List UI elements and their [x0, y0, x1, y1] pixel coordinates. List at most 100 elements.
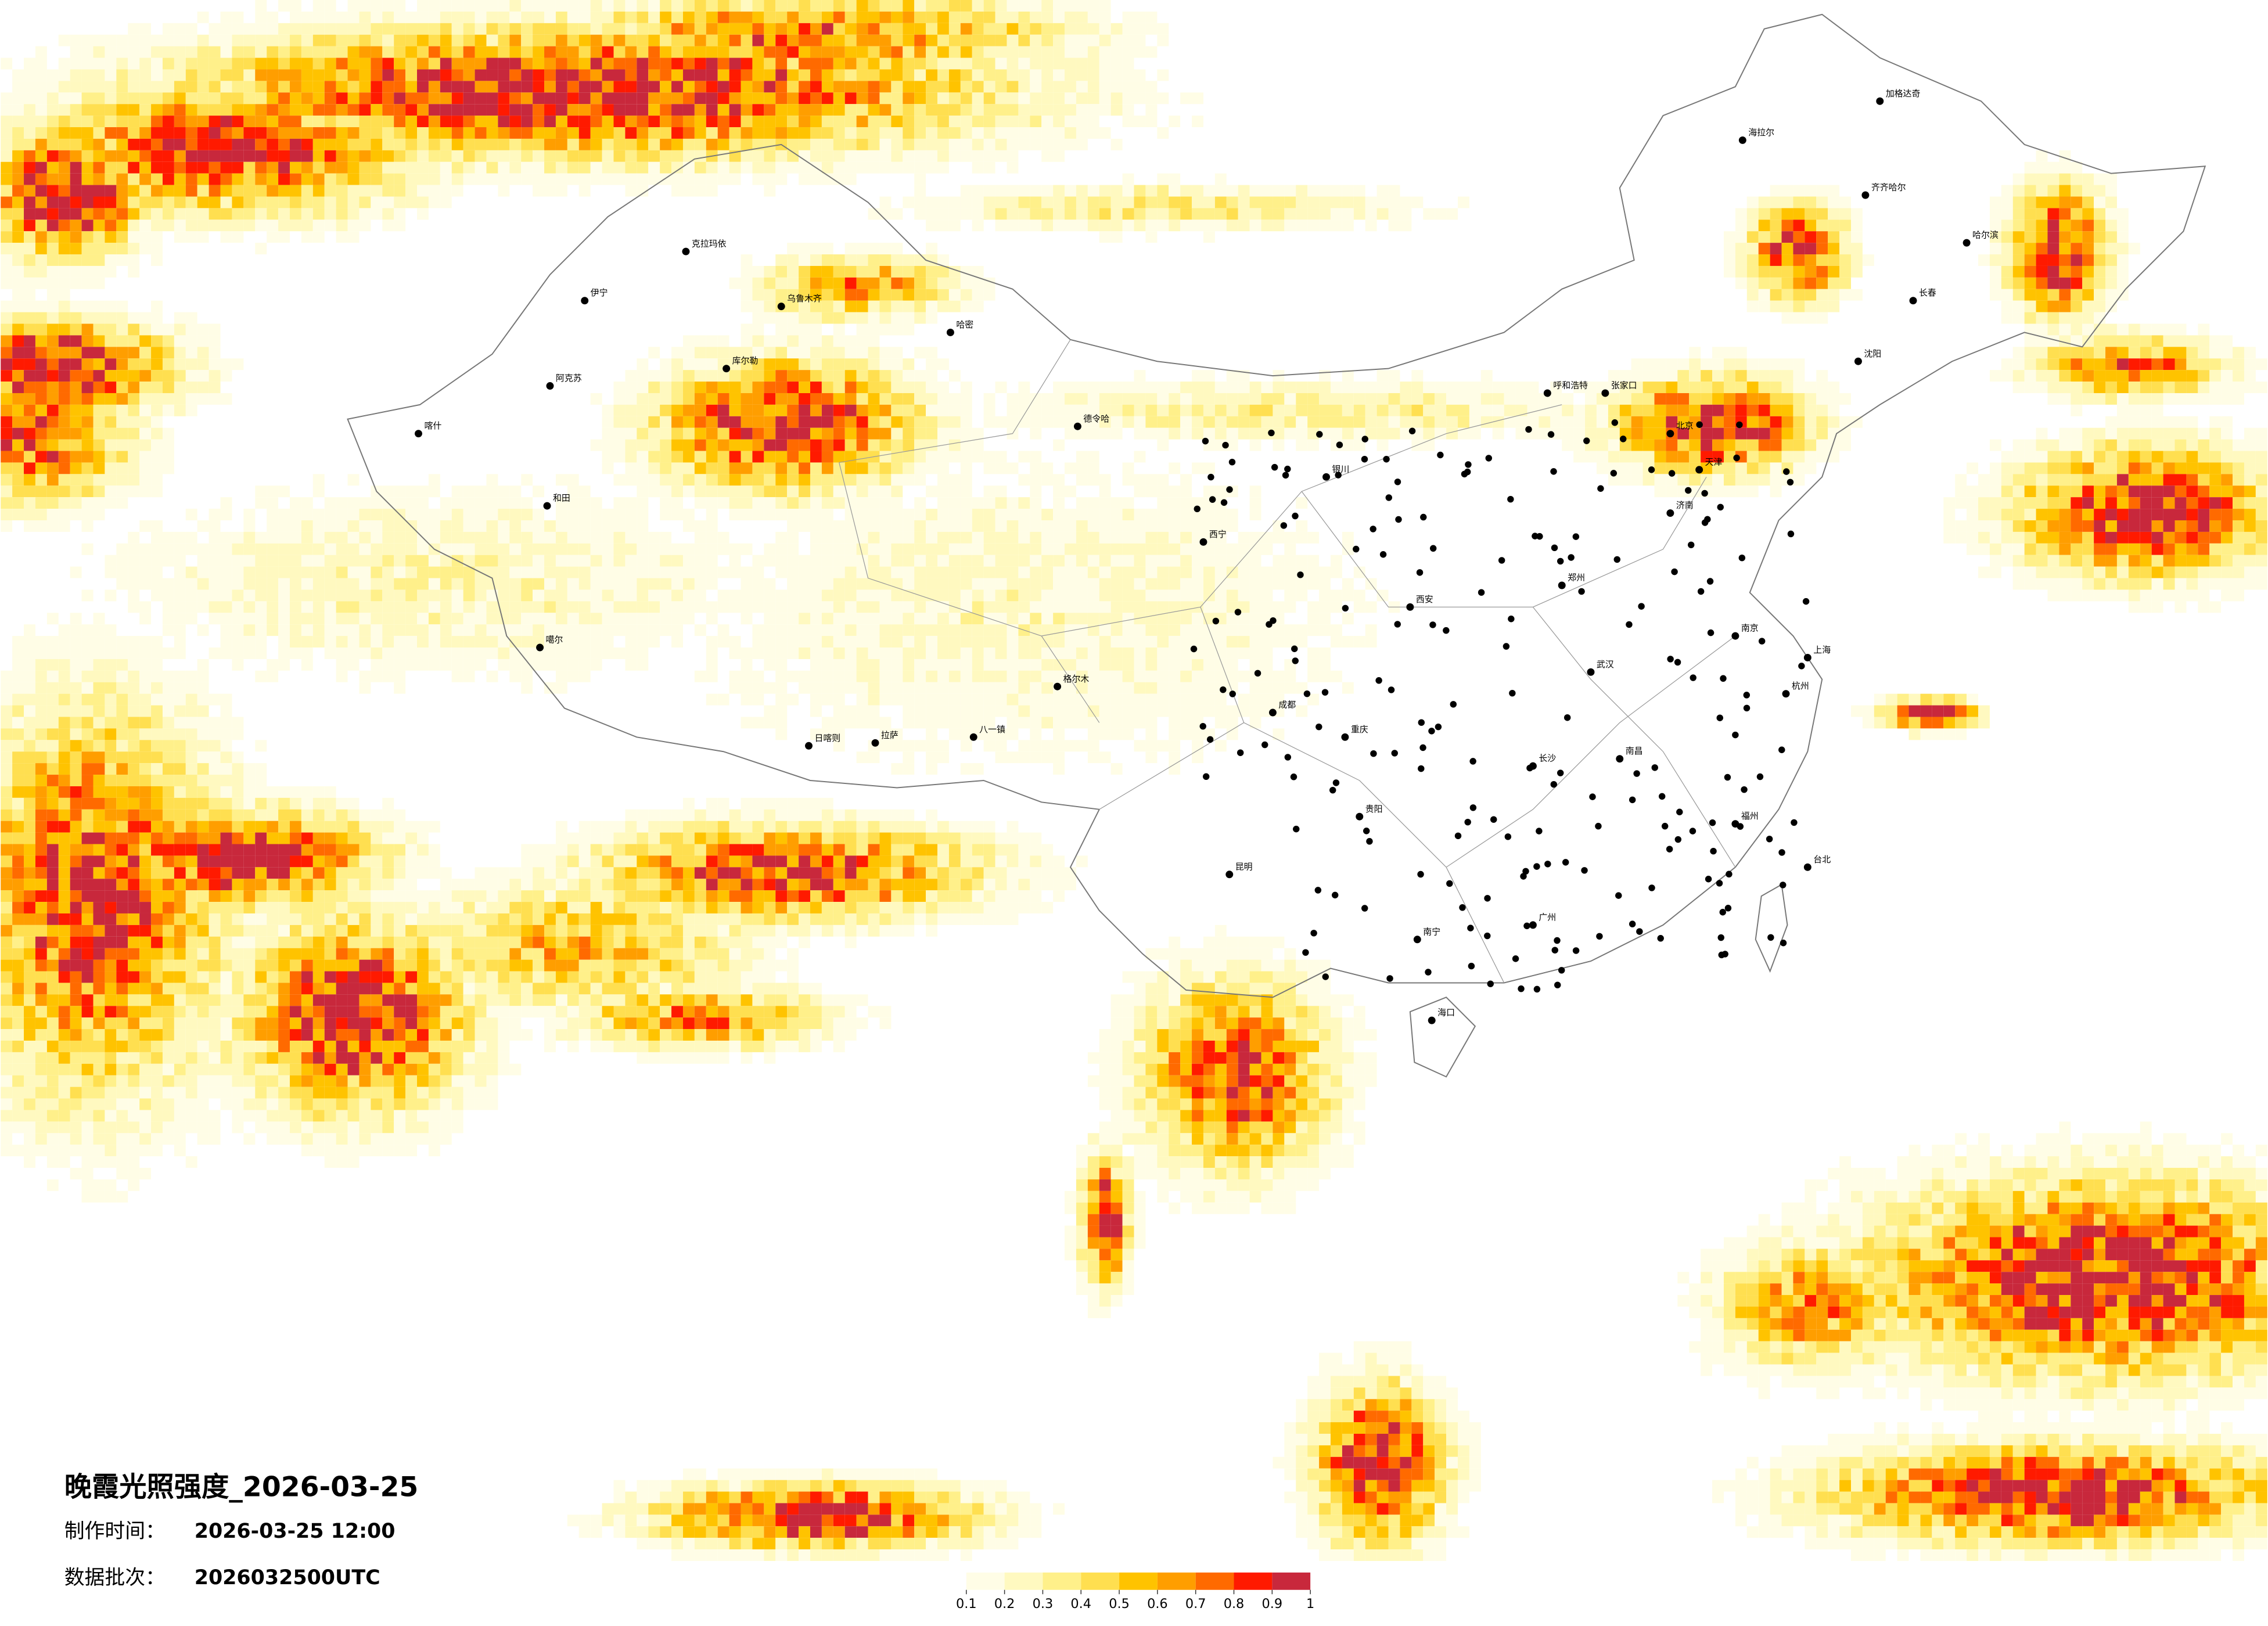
- heat-cell: [1758, 220, 1770, 232]
- heat-cell: [347, 150, 360, 162]
- heat-cell: [324, 543, 336, 555]
- heat-cell: [324, 81, 336, 93]
- heat-cell: [93, 196, 105, 208]
- heat-cell: [46, 243, 59, 255]
- heat-cell: [58, 57, 70, 70]
- heat-cell: [775, 439, 788, 451]
- heat-cell: [1781, 312, 1793, 324]
- heat-cell: [1226, 578, 1238, 590]
- heat-cell: [752, 347, 764, 359]
- heat-cell: [116, 347, 128, 359]
- heat-cell: [868, 382, 880, 393]
- heat-cell: [475, 23, 487, 35]
- heat-cell: [324, 23, 336, 35]
- heat-cell: [972, 300, 984, 312]
- heat-cell: [81, 231, 94, 243]
- heat-cell: [995, 127, 1007, 139]
- heat-cell: [1122, 589, 1134, 602]
- heat-cell: [128, 566, 140, 578]
- heat-cell: [567, 0, 579, 12]
- heat-cell: [2105, 231, 2117, 243]
- heat-cell: [741, 116, 753, 128]
- heat-cell: [35, 231, 47, 243]
- heat-cell: [983, 69, 995, 81]
- heat-cell: [1041, 462, 1054, 474]
- heat-cell: [833, 427, 845, 440]
- heat-cell: [1423, 208, 1435, 220]
- heat-cell: [1041, 34, 1054, 46]
- heat-cell: [741, 589, 753, 602]
- heat-cell: [93, 358, 105, 370]
- heat-cell: [255, 185, 267, 197]
- heat-cell: [220, 92, 232, 105]
- heat-cell: [1550, 393, 1562, 405]
- heat-cell: [937, 543, 949, 555]
- heat-cell: [174, 555, 186, 567]
- heat-cell: [24, 370, 35, 382]
- heat-cell: [2071, 474, 2083, 486]
- heat-cell: [1134, 531, 1146, 544]
- heat-cell: [498, 173, 510, 185]
- heat-cell: [209, 543, 221, 555]
- heat-cell: [648, 57, 660, 70]
- heat-cell: [1723, 474, 1735, 486]
- heat-cell: [856, 265, 868, 278]
- heat-cell: [151, 393, 163, 405]
- heat-cell: [1342, 404, 1354, 416]
- heat-cell: [151, 34, 163, 46]
- heat-cell: [394, 185, 406, 197]
- heat-cell: [613, 578, 626, 590]
- heat-cell: [382, 208, 394, 220]
- heat-cell: [775, 277, 788, 289]
- heat-cell: [2186, 358, 2198, 370]
- heat-cell: [613, 69, 626, 81]
- heat-cell: [775, 462, 788, 474]
- heat-cell: [1585, 393, 1597, 405]
- heat-cell: [1065, 404, 1076, 416]
- heat-cell: [937, 220, 949, 232]
- heat-cell: [2151, 566, 2163, 578]
- heat-cell: [46, 404, 59, 416]
- heat-cell: [1169, 485, 1181, 498]
- heat-cell: [1828, 231, 1840, 243]
- heat-cell: [1099, 231, 1111, 243]
- heat-cell: [983, 104, 995, 116]
- heat-cell: [2082, 451, 2094, 463]
- heat-cell: [417, 196, 429, 208]
- heat-cell: [787, 127, 799, 139]
- heat-cell: [2105, 335, 2117, 347]
- heat-cell: [590, 150, 602, 162]
- heat-cell: [1388, 416, 1400, 428]
- heat-cell: [868, 520, 880, 532]
- heat-cell: [799, 404, 810, 416]
- heat-cell: [694, 69, 706, 81]
- heat-cell: [2186, 462, 2198, 474]
- heat-cell: [1296, 196, 1308, 208]
- heat-cell: [1169, 578, 1181, 590]
- heat-cell: [58, 220, 70, 232]
- heat-cell: [2082, 220, 2094, 232]
- heat-cell: [648, 566, 660, 578]
- heat-cell: [440, 57, 452, 70]
- heat-cell: [2036, 312, 2048, 324]
- heat-cell: [1157, 439, 1169, 451]
- heat-cell: [983, 520, 995, 532]
- heat-cell: [810, 427, 822, 440]
- heat-cell: [2221, 370, 2233, 382]
- heat-cell: [983, 150, 995, 162]
- heat-cell: [775, 497, 788, 509]
- heat-cell: [1076, 520, 1088, 532]
- heat-cell: [394, 34, 406, 46]
- heat-cell: [1677, 462, 1690, 474]
- heat-cell: [2233, 347, 2244, 359]
- heat-cell: [382, 589, 394, 602]
- heat-cell: [671, 543, 683, 555]
- heat-cell: [682, 404, 695, 416]
- heat-cell: [2198, 393, 2210, 405]
- heat-cell: [891, 34, 903, 46]
- heat-cell: [613, 92, 626, 105]
- heat-cell: [2094, 243, 2106, 255]
- heat-cell: [648, 531, 660, 544]
- heat-cell: [926, 427, 938, 440]
- heat-cell: [174, 57, 186, 70]
